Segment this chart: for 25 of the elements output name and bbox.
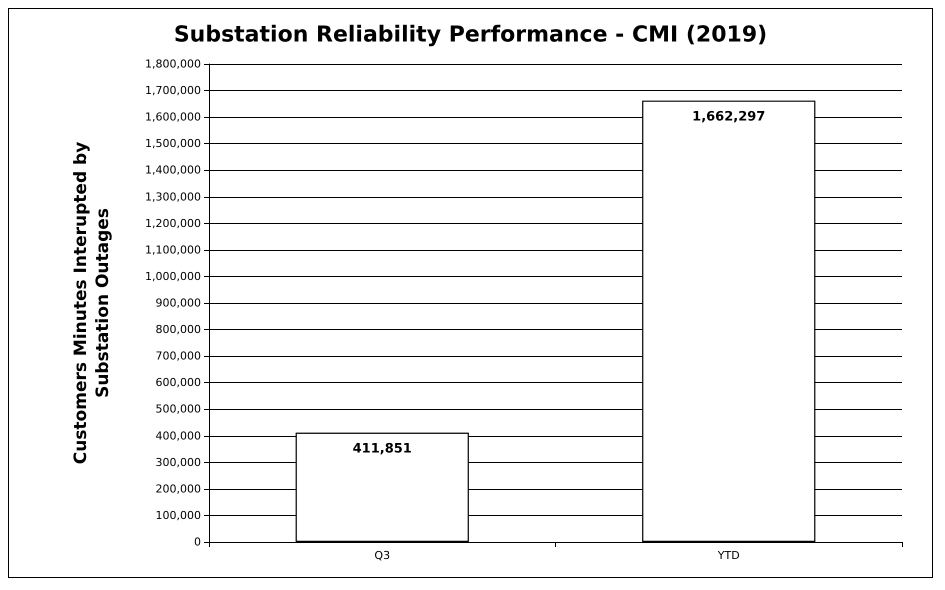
y-tick-label: 900,000 (156, 296, 201, 310)
y-tick-label: 300,000 (156, 456, 201, 469)
y-tick-label: 800,000 (156, 323, 201, 336)
y-tick-label: 600,000 (156, 376, 201, 390)
y-tick-label: 400,000 (156, 429, 201, 442)
x-tick-label: Q3 (374, 549, 390, 562)
y-tick-label: 1,000,000 (145, 270, 201, 283)
data-label: 411,851 (352, 442, 412, 457)
y-tick-label: 1,400,000 (145, 164, 201, 177)
y-tick-label: 1,700,000 (145, 84, 201, 98)
y-tick-label: 1,300,000 (145, 190, 201, 204)
y-tick-label: 1,800,000 (145, 58, 201, 70)
y-tick-label: 1,600,000 (145, 110, 201, 124)
x-tick-label: YTD (716, 549, 740, 562)
y-tick-label: 1,100,000 (145, 243, 201, 256)
data-label: 1,662,297 (692, 110, 766, 125)
chart-title: Substation Reliability Performance - CMI (2019) (174, 22, 768, 48)
y-axis-title: Customers Minutes Interupted by Substation Outages (71, 142, 113, 464)
y-tick-label: 1,200,000 (145, 216, 201, 230)
y-tick-label: 200,000 (156, 482, 201, 496)
y-tick-label: 1,500,000 (145, 137, 201, 150)
y-tick-label: 700,000 (156, 350, 201, 363)
y-tick-label: 500,000 (156, 402, 201, 416)
y-tick-label: 0 (194, 536, 201, 548)
y-tick-label: 100,000 (156, 508, 201, 522)
